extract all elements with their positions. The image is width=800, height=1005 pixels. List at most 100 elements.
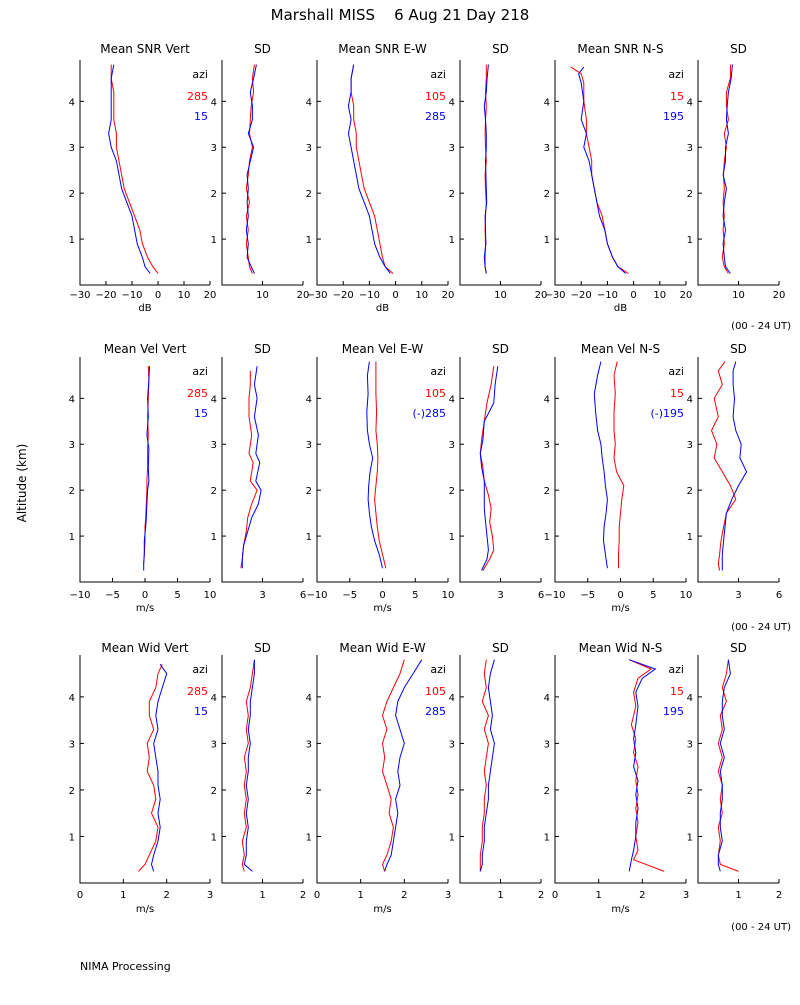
y-tick-label: 2 <box>687 786 693 797</box>
panel-3-1: Mean Wid Vert 1 2 3 4 0 1 2 3 m/s azi 285 15 <box>69 641 214 915</box>
axis-frame <box>554 60 686 286</box>
legend-entry-blue: 195 <box>663 705 684 718</box>
x-tick-label: 3 <box>207 890 213 901</box>
y-tick-label: 3 <box>687 739 693 750</box>
legend-entry-red: 15 <box>670 685 684 698</box>
x-tick-label: 2 <box>401 890 407 901</box>
x-tick-label: 6 <box>538 590 544 601</box>
series-line-red <box>717 659 739 872</box>
x-unit-label: m/s <box>136 904 154 915</box>
axis-frame <box>554 357 686 583</box>
legend-entry-blue: 195 <box>663 110 684 123</box>
x-tick-label: −5 <box>105 590 120 601</box>
panel-1-6: SD 1 2 3 4 10 20 <box>687 42 786 301</box>
x-tick-label: 10 <box>204 590 217 601</box>
series-line-blue <box>717 659 731 872</box>
y-tick-label: 1 <box>69 532 75 543</box>
y-tick-label: 4 <box>449 693 455 704</box>
x-tick-label: 3 <box>497 590 503 601</box>
x-tick-label: 0 <box>77 890 83 901</box>
y-tick-label: 2 <box>69 189 75 200</box>
legend-entry-red: 105 <box>425 387 446 400</box>
x-tick-label: 0 <box>392 290 398 301</box>
x-tick-label: 20 <box>297 290 310 301</box>
series-line-blue <box>241 366 262 569</box>
axis-frame <box>221 60 303 286</box>
y-tick-label: 2 <box>544 486 550 497</box>
y-tick-label: 3 <box>306 143 312 154</box>
x-tick-label: 2 <box>639 890 645 901</box>
x-tick-label: −30 <box>544 290 565 301</box>
x-tick-label: −5 <box>342 590 357 601</box>
y-tick-label: 3 <box>544 143 550 154</box>
x-unit-label: m/s <box>373 603 391 614</box>
x-tick-label: −20 <box>571 290 592 301</box>
y-tick-label: 2 <box>449 189 455 200</box>
panel-2-6: SD 1 2 3 4 3 6 <box>687 342 783 601</box>
panel-1-1: Mean SNR Vert 1 2 3 4 −30 −20 −10 0 10 20 dB azi 285 1… <box>69 42 217 314</box>
axis-frame <box>459 655 541 884</box>
y-tick-label: 4 <box>69 394 75 405</box>
y-tick-label: 2 <box>306 786 312 797</box>
x-unit-label: dB <box>138 303 151 314</box>
x-tick-label: 1 <box>497 890 503 901</box>
axis-frame <box>459 60 541 286</box>
series-line-blue <box>483 64 489 274</box>
series-line-blue <box>593 361 608 569</box>
panel-title: Mean SNR N-S <box>577 42 663 56</box>
legend-header: azi <box>668 365 684 378</box>
y-tick-label: 4 <box>306 693 312 704</box>
x-tick-label: 0 <box>142 590 148 601</box>
legend-entry-blue: 285 <box>425 705 446 718</box>
figure-title: Marshall MISS 6 Aug 21 Day 218 <box>271 6 530 24</box>
y-tick-label: 1 <box>449 832 455 843</box>
series-line-blue <box>721 361 748 571</box>
y-tick-label: 4 <box>687 394 693 405</box>
series-line-blue <box>479 366 499 571</box>
panel-1-3: Mean SNR E-W 1 2 3 4 −30 −20 −10 0 10 20 dB azi 105 28… <box>306 42 455 314</box>
series-line-red <box>374 361 387 569</box>
legend-header: azi <box>668 68 684 81</box>
x-tick-label: 0 <box>552 890 558 901</box>
y-tick-label: 3 <box>69 440 75 451</box>
x-tick-label: 20 <box>680 290 693 301</box>
x-tick-label: 10 <box>732 290 745 301</box>
ut-range-label: (00 - 24 UT) <box>731 321 791 332</box>
y-tick-label: 1 <box>69 832 75 843</box>
x-tick-label: 20 <box>442 290 455 301</box>
y-tick-label: 1 <box>306 235 312 246</box>
legend-entry-blue: 15 <box>194 407 208 420</box>
x-tick-label: 3 <box>259 590 265 601</box>
x-unit-label: m/s <box>373 904 391 915</box>
y-tick-label: 1 <box>211 235 217 246</box>
x-tick-label: 10 <box>256 290 269 301</box>
y-tick-label: 3 <box>544 440 550 451</box>
series-line-blue <box>143 366 150 571</box>
panel-title: SD <box>254 42 271 56</box>
y-tick-label: 4 <box>211 394 217 405</box>
y-tick-label: 3 <box>687 440 693 451</box>
y-tick-label: 1 <box>687 532 693 543</box>
x-tick-label: 10 <box>178 290 191 301</box>
axis-frame <box>697 655 779 884</box>
x-tick-label: 0 <box>155 290 161 301</box>
axis-frame <box>459 357 541 583</box>
series-line-red <box>629 659 665 872</box>
panel-title: Mean Vel Vert <box>104 342 187 356</box>
panel-1-4: SD 1 2 3 4 10 20 <box>449 42 548 301</box>
x-unit-label: dB <box>376 303 389 314</box>
panel-title: SD <box>730 342 747 356</box>
ut-range-label: (00 - 24 UT) <box>731 922 791 933</box>
y-tick-label: 1 <box>687 832 693 843</box>
series-line-blue <box>150 664 168 872</box>
panel-3-4: SD 1 2 3 4 1 2 <box>449 641 545 901</box>
series-line-blue <box>347 64 391 274</box>
y-tick-label: 4 <box>69 693 75 704</box>
legend-entry-blue: 285 <box>425 110 446 123</box>
panel-2-5: Mean Vel N-S 1 2 3 4 −10 −5 0 5 10 m/s azi 15 (-)195 <box>544 342 693 614</box>
y-tick-label: 3 <box>687 143 693 154</box>
y-tick-label: 3 <box>306 440 312 451</box>
y-tick-label: 2 <box>211 486 217 497</box>
y-tick-label: 3 <box>306 739 312 750</box>
